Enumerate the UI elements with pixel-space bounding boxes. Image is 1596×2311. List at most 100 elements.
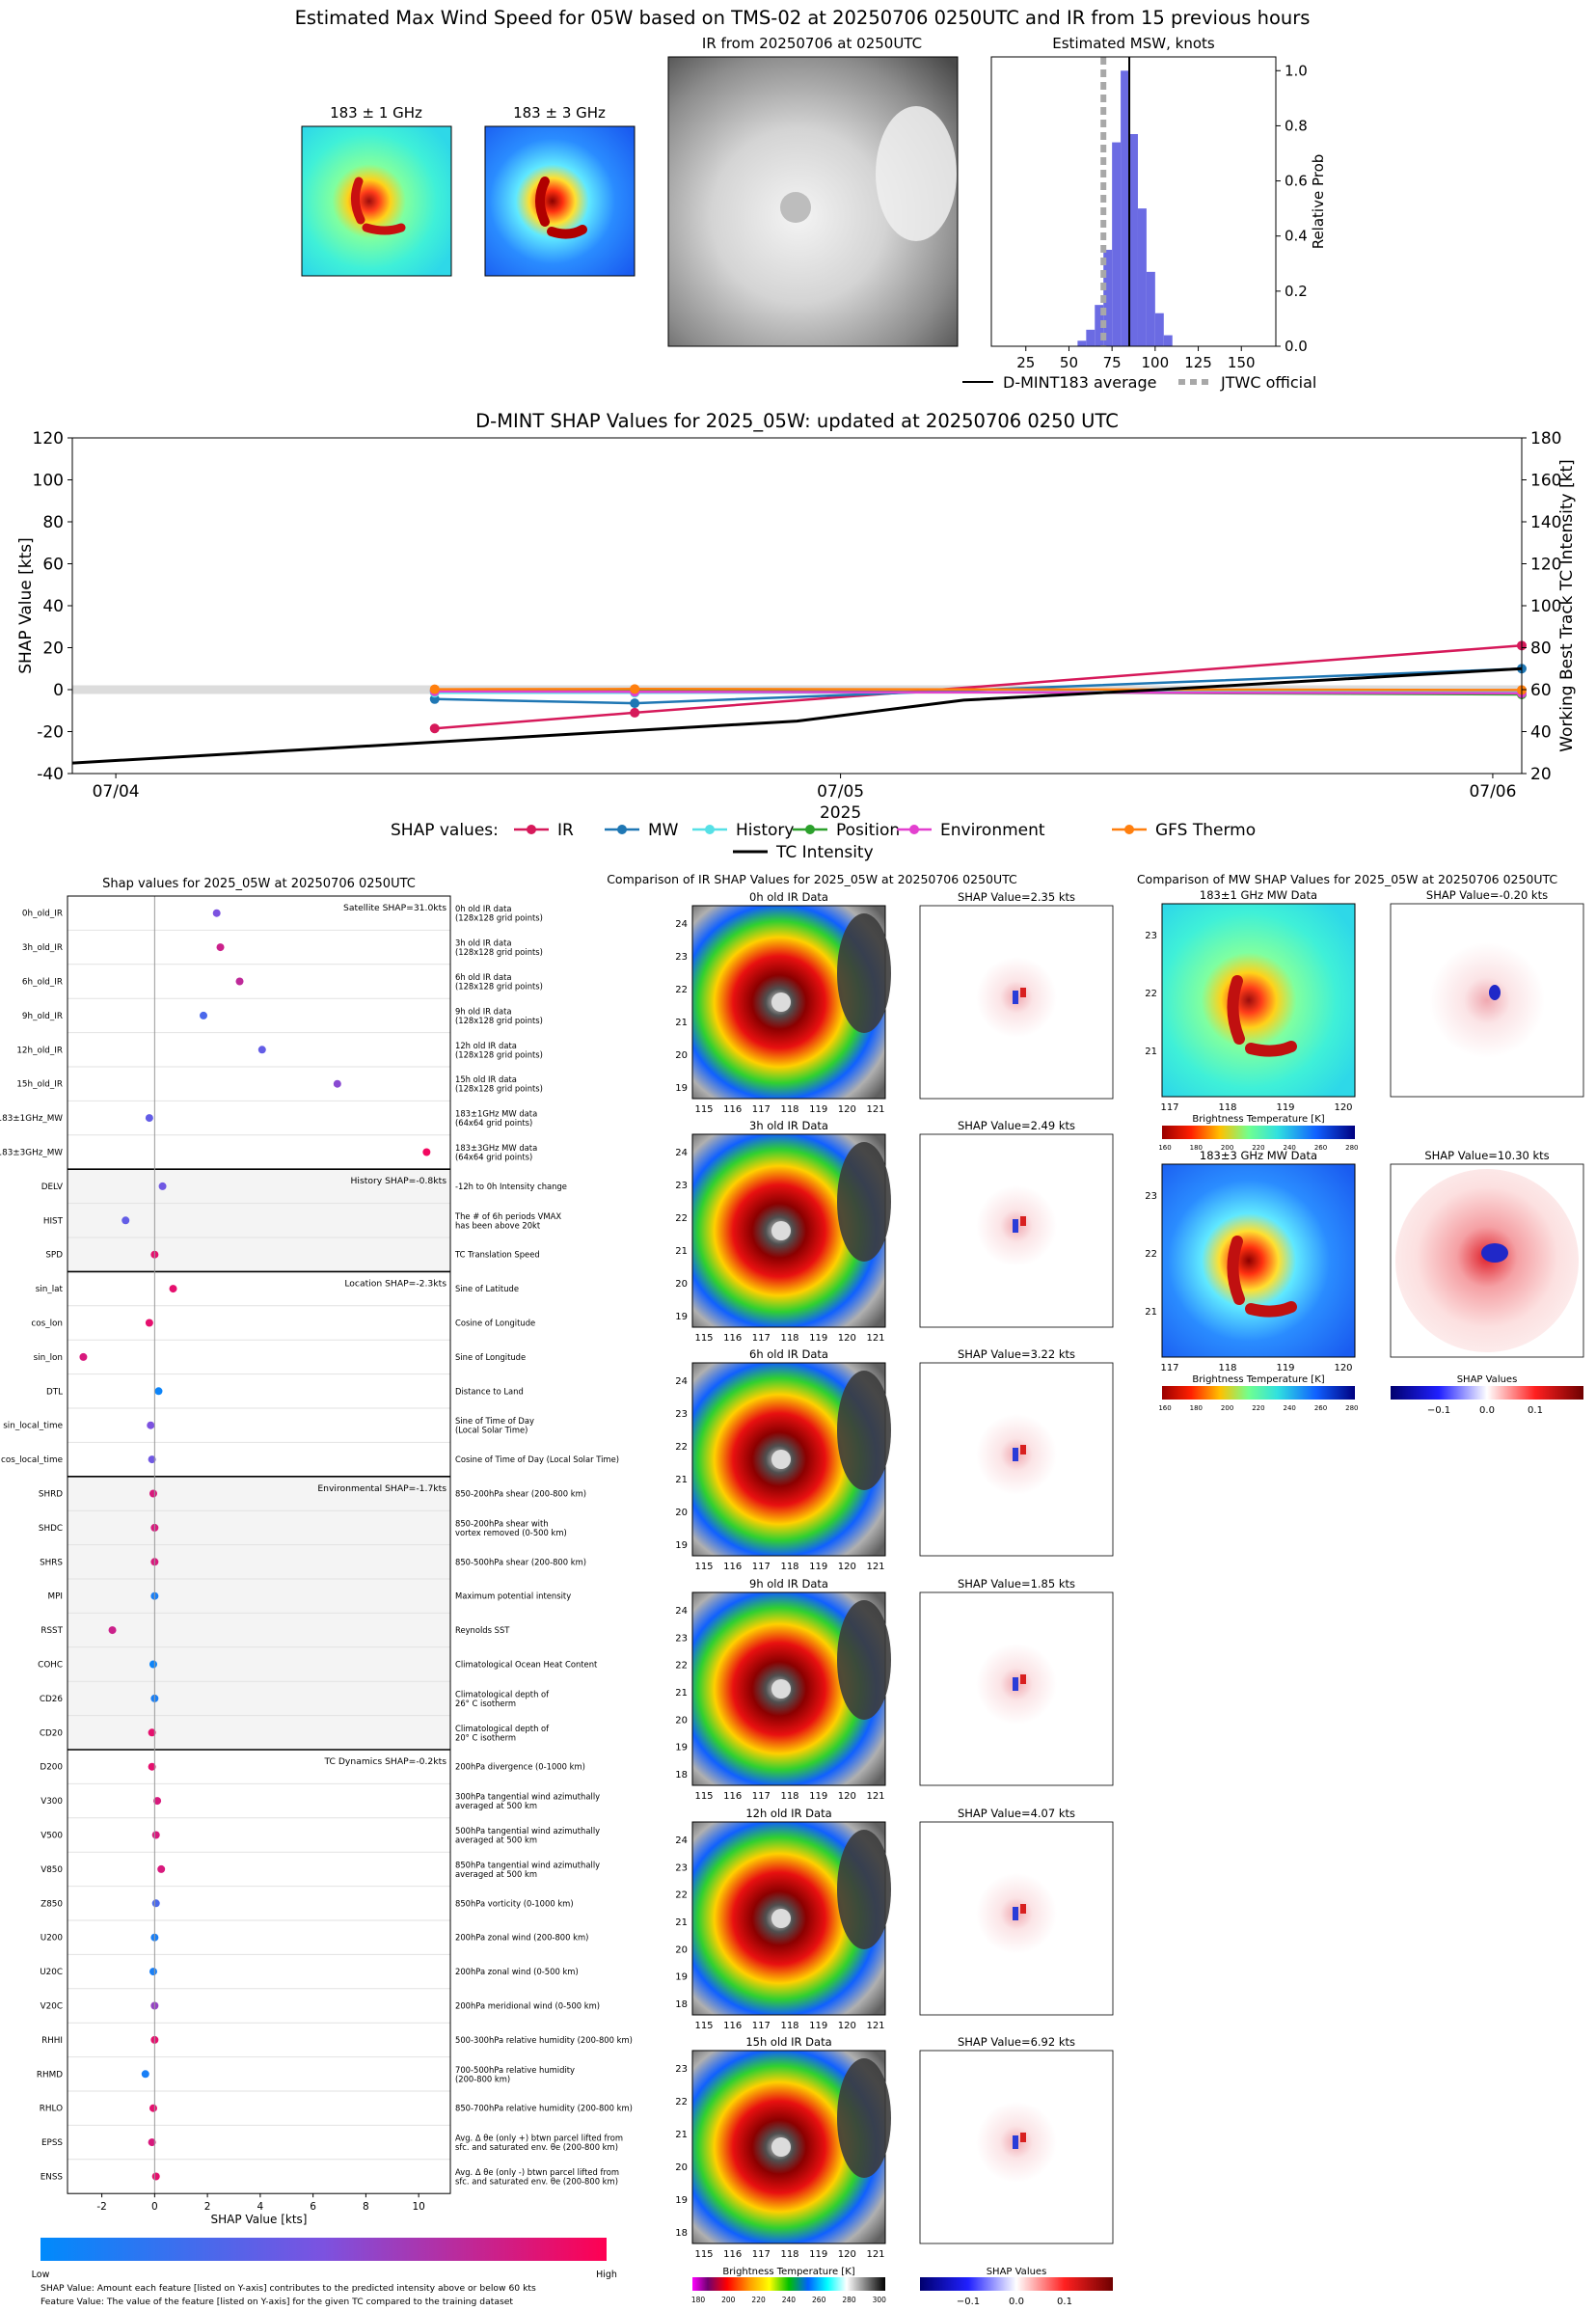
hist-xtick-label: 25	[1016, 354, 1035, 371]
ts-ytick-left-label: 0	[53, 681, 64, 700]
ts-legend-label: Position	[836, 821, 900, 840]
mw2-thumb-eyewall	[535, 177, 587, 239]
feature-desc: (128x128 grid points)	[455, 947, 543, 957]
ts-xtick-label: 07/06	[1469, 782, 1516, 802]
ir-panel-xtick: 121	[866, 1791, 884, 1802]
ts-ytick-left-label: 120	[33, 429, 64, 449]
ir-panel-ytick: 22	[675, 2097, 688, 2107]
feature-name: cos_lon	[31, 1319, 63, 1329]
feature-shap-dot	[235, 977, 244, 986]
ts-legend-marker	[527, 825, 536, 834]
shap-feature-panel: Shap values for 2025_05W at 20250706 025…	[0, 877, 633, 2307]
feature-desc: Climatological depth of	[455, 1689, 550, 1699]
feature-desc: -12h to 0h Intensity change	[455, 1182, 567, 1191]
mw-panel-xtick: 118	[1218, 1363, 1236, 1373]
bar-xtick-label: 10	[412, 2201, 424, 2213]
feature-desc: 850hPa vorticity (0-1000 km)	[455, 1898, 574, 1908]
feature-name: sin_lon	[34, 1353, 63, 1363]
mw-panel-ytick: 23	[1145, 931, 1157, 941]
mw-panel-xtick: 119	[1276, 1102, 1294, 1113]
mw-bt-colorbar-tick: 220	[1252, 1404, 1264, 1412]
mw-bt-colorbar	[1162, 1126, 1355, 1139]
group-label: History SHAP=-0.8kts	[350, 1176, 446, 1186]
ir-panel-xtick: 118	[780, 1104, 798, 1115]
feature-shap-dot	[216, 943, 225, 952]
series-point-gfs-thermo	[429, 684, 440, 694]
mw-panel-xtick: 117	[1160, 1363, 1178, 1373]
ts-ytick-right-label: 140	[1530, 513, 1561, 532]
footnote-shap: SHAP Value: Amount each feature [listed …	[41, 2283, 536, 2294]
ir-panel-ytick: 22	[675, 1890, 688, 1901]
ir-shap-red	[1020, 1674, 1026, 1684]
ir-bt-colorbar-tick: 180	[691, 2296, 706, 2304]
ir-panel-xtick: 120	[838, 1791, 856, 1802]
ir-panel-xtick: 117	[752, 2021, 771, 2031]
ir-shap-red	[1020, 2133, 1026, 2142]
feature-name: RHLO	[40, 2105, 63, 2114]
feature-name: SHDC	[39, 1524, 63, 1534]
ts-ytick-left-label: -20	[37, 723, 64, 743]
mw-panel-xtick: 118	[1218, 1102, 1236, 1113]
ir-panel-eastern-cloud	[837, 1600, 891, 1720]
ir-panel-ytick: 22	[675, 1442, 688, 1453]
legend-jtwc-label: JTWC official	[1220, 373, 1316, 392]
feature-desc: Climatological Ocean Heat Content	[455, 1660, 598, 1670]
feature-name: SHRS	[40, 1558, 63, 1567]
mw-bt-colorbar-tick: 260	[1314, 1144, 1327, 1152]
ir-panel-xtick: 119	[809, 1791, 827, 1802]
ts-legend-marker	[617, 825, 627, 834]
feature-name: U20C	[40, 1968, 63, 1977]
ir-panel-ytick: 19	[675, 1312, 688, 1322]
mw-panel-xtick: 120	[1334, 1102, 1352, 1113]
mw-bt-colorbar-tick: 180	[1190, 1404, 1203, 1412]
feature-name: ENSS	[41, 2173, 64, 2183]
feature-desc: 20° C isotherm	[455, 1732, 516, 1742]
mw-shap-colorbar-tick: 0.1	[1528, 1405, 1543, 1416]
ir-shap-red	[1020, 988, 1026, 997]
ir-shap-colorbar-tick: 0.1	[1057, 2297, 1072, 2307]
ir-panel-xtick: 121	[866, 1562, 884, 1572]
hist-ytick-label: 0.2	[1285, 283, 1308, 300]
feature-desc: (128x128 grid points)	[455, 982, 543, 992]
feature-shap-dot	[158, 1182, 167, 1190]
ir-panel-xtick: 116	[723, 1791, 742, 1802]
ir-panel-eastern-cloud	[837, 1142, 891, 1262]
feature-desc: Avg. Δ θe (only -) btwn parcel lifted fr…	[455, 2167, 619, 2177]
feature-name: 183±1GHz_MW	[0, 1114, 63, 1124]
ir-panel-label: 6h old IR Data	[749, 1347, 828, 1361]
bar-xtick-label: 4	[257, 2201, 264, 2213]
ts-ytick-left-label: 100	[33, 472, 64, 491]
ir-image-label: IR from 20250706 at 0250UTC	[702, 35, 922, 52]
hist-xtick-label: 50	[1060, 354, 1078, 371]
ir-panel-ytick: 18	[675, 2228, 688, 2239]
hist-bar	[1163, 335, 1173, 346]
feature-name: cos_local_time	[1, 1455, 63, 1465]
ir-panel-xtick: 117	[752, 1104, 771, 1115]
ir-panel-ytick: 23	[675, 1181, 688, 1191]
ir-shap-label: SHAP Value=6.92 kts	[958, 2035, 1075, 2049]
feature-name: 183±3GHz_MW	[0, 1149, 63, 1158]
feature-shap-dot	[79, 1352, 88, 1361]
mw-panel-ytick: 22	[1145, 1249, 1157, 1260]
bar-xtick-label: -2	[96, 2201, 106, 2213]
feature-desc: Reynolds SST	[455, 1625, 510, 1635]
ts-legend-label: GFS Thermo	[1155, 821, 1256, 840]
feature-name: RHMD	[37, 2070, 63, 2080]
feature-shap-dot	[149, 2104, 157, 2112]
ir-panel-xtick: 119	[809, 2021, 827, 2031]
feature-name: 3h_old_IR	[22, 943, 63, 953]
feature-desc: 850-700hPa relative humidity (200-800 km…	[455, 2104, 633, 2113]
ir-panel-xtick: 120	[838, 1333, 856, 1344]
feature-shap-dot	[149, 1968, 157, 1976]
mw-compare-title: Comparison of MW SHAP Values for 2025_05…	[1137, 872, 1558, 886]
series-line-gfs-thermo	[434, 688, 1523, 692]
ir-panel-eastern-cloud	[837, 2058, 891, 2178]
feature-shap-dot	[151, 1899, 160, 1908]
feature-desc: (Local Solar Time)	[455, 1426, 527, 1435]
feature-desc: 850hPa tangential wind azimuthally	[455, 1860, 600, 1869]
mw1-thumbnail	[301, 125, 452, 277]
feature-desc: (128x128 grid points)	[455, 1049, 543, 1059]
bar-xtick-label: 2	[204, 2201, 211, 2213]
ts-legend-label: IR	[557, 821, 574, 840]
ts-xlabel: 2025	[820, 803, 861, 823]
